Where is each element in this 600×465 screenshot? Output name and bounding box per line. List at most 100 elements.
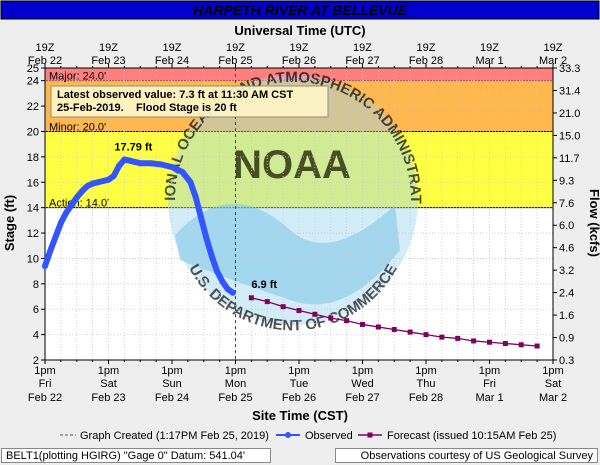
observed-point bbox=[158, 161, 165, 168]
y-axis-title-right: Flow (kcfs) bbox=[587, 189, 600, 257]
info-line1: Latest observed value: 7.3 ft at 11:30 A… bbox=[57, 89, 293, 101]
bottom-tick-time: 1pm bbox=[34, 365, 55, 377]
x-axis-title: Site Time (CST) bbox=[252, 408, 348, 423]
observed-point bbox=[224, 285, 231, 292]
bottom-tick-date: Feb 22 bbox=[28, 392, 62, 404]
observed-point bbox=[79, 188, 86, 195]
bottom-tick-time: 1pm bbox=[415, 365, 436, 377]
bottom-tick-date: Mar 2 bbox=[539, 392, 567, 404]
bottom-tick-date: Feb 26 bbox=[282, 392, 316, 404]
legend-graph-created: Graph Created (1:17PM Feb 25, 2019) bbox=[80, 430, 269, 442]
bottom-tick-day: Sat bbox=[100, 378, 117, 390]
observed-point bbox=[105, 176, 112, 183]
right-tick-label: 3.2 bbox=[559, 265, 574, 277]
bottom-tick-time: 1pm bbox=[161, 365, 182, 377]
bottom-tick-day: Sat bbox=[545, 378, 562, 390]
forecast-point bbox=[296, 307, 302, 313]
top-tick-hour: 19Z bbox=[353, 42, 372, 54]
noaa-logo-wave bbox=[175, 203, 400, 305]
bottom-tick-day: Thu bbox=[417, 378, 436, 390]
bottom-tick-day: Wed bbox=[351, 378, 373, 390]
observed-point bbox=[52, 233, 59, 240]
right-tick-label: 0.9 bbox=[559, 333, 574, 345]
top-tick-date: Feb 25 bbox=[218, 55, 252, 67]
observed-point bbox=[203, 235, 210, 242]
top-tick-hour: 19Z bbox=[36, 42, 55, 54]
info-line2-date: 25-Feb-2019. bbox=[57, 102, 124, 114]
left-tick-label: 25 bbox=[27, 63, 39, 75]
top-tick-date: Feb 22 bbox=[28, 55, 62, 67]
threshold-label-major: Major: 24.0' bbox=[49, 71, 106, 83]
observed-point bbox=[110, 172, 117, 179]
left-tick-label: 12 bbox=[27, 228, 39, 240]
bottom-tick-time: 1pm bbox=[98, 365, 119, 377]
legend: Graph Created (1:17PM Feb 25, 2019) Obse… bbox=[60, 430, 556, 442]
legend-forecast-marker bbox=[367, 432, 373, 438]
bottom-tick-day: Mon bbox=[225, 378, 246, 390]
right-tick-label: 4.6 bbox=[559, 243, 574, 255]
right-tick-label: 15.0 bbox=[559, 130, 580, 142]
right-tick-label: 6.0 bbox=[559, 220, 574, 232]
series-layer: 17.79 ft 6.9 ft bbox=[42, 68, 540, 360]
observed-point bbox=[100, 177, 107, 184]
annotation-label: 17.79 ft bbox=[114, 142, 152, 154]
chart-title: HARPETH RIVER AT BELLEVUE bbox=[193, 2, 408, 18]
top-tick-hour: 19Z bbox=[480, 42, 499, 54]
title-bar bbox=[0, 0, 600, 20]
bottom-tick-time: 1pm bbox=[288, 365, 309, 377]
left-tick-label: 8 bbox=[33, 279, 39, 291]
forecast-point bbox=[487, 339, 492, 345]
top-axis-title: Universal Time (UTC) bbox=[234, 23, 365, 38]
forecast-point bbox=[248, 295, 254, 301]
left-tick-label: 16 bbox=[27, 177, 39, 189]
bottom-tick-day: Fri bbox=[483, 378, 496, 390]
legend-observed-marker bbox=[285, 432, 291, 438]
observed-point bbox=[68, 202, 75, 209]
top-tick-date: Feb 27 bbox=[345, 55, 379, 67]
bottom-tick-date: Feb 23 bbox=[91, 392, 125, 404]
annotation-label: 6.9 ft bbox=[251, 279, 277, 291]
top-tick-date: Feb 28 bbox=[409, 55, 443, 67]
bottom-tick-time: 1pm bbox=[479, 365, 500, 377]
right-tick-label: 7.6 bbox=[559, 198, 574, 210]
info-line2-flood: Flood Stage is 20 ft bbox=[136, 102, 237, 114]
forecast-point bbox=[407, 329, 413, 335]
forecast-point bbox=[280, 304, 286, 310]
right-tick-label: 21.0 bbox=[559, 108, 580, 120]
bottom-tick-day: Sun bbox=[162, 378, 182, 390]
observed-point bbox=[213, 268, 220, 275]
forecast-point bbox=[471, 338, 477, 344]
forecast-point bbox=[264, 299, 270, 305]
left-tick-label: 18 bbox=[27, 152, 39, 164]
threshold-label-action: Action: 14.0' bbox=[49, 198, 109, 210]
left-tick-label: 14 bbox=[27, 203, 39, 215]
forecast-point bbox=[518, 342, 524, 348]
observed-point bbox=[126, 157, 133, 164]
threshold-label-minor: Minor: 20.0' bbox=[49, 121, 106, 133]
y-axis-title-left: Stage (ft) bbox=[2, 195, 17, 251]
forecast-point bbox=[360, 321, 365, 327]
left-tick-label: 4 bbox=[33, 330, 39, 342]
right-tick-label: 33.3 bbox=[559, 63, 580, 75]
forecast-point bbox=[344, 318, 350, 324]
bottom-tick-date: Mar 1 bbox=[475, 392, 503, 404]
forecast-point bbox=[455, 335, 461, 341]
legend-observed: Observed bbox=[305, 430, 353, 442]
bottom-tick-date: Feb 28 bbox=[409, 392, 443, 404]
observed-point bbox=[47, 247, 54, 254]
left-tick-label: 24 bbox=[27, 76, 39, 88]
axes: 24681012141618202224250.30.91.62.43.24.6… bbox=[27, 42, 581, 404]
forecast-point bbox=[502, 340, 508, 346]
observed-point bbox=[179, 169, 186, 176]
observed-point bbox=[94, 179, 101, 186]
observed-point bbox=[121, 156, 128, 163]
bottom-tick-date: Feb 25 bbox=[218, 392, 252, 404]
right-tick-label: 2.4 bbox=[559, 288, 574, 300]
forecast-point bbox=[375, 324, 381, 330]
info-box: Latest observed value: 7.3 ft at 11:30 A… bbox=[50, 85, 329, 118]
top-tick-hour: 19Z bbox=[99, 42, 118, 54]
observed-point bbox=[169, 164, 175, 171]
bottom-tick-day: Tue bbox=[290, 378, 309, 390]
top-tick-hour: 19Z bbox=[544, 42, 563, 54]
